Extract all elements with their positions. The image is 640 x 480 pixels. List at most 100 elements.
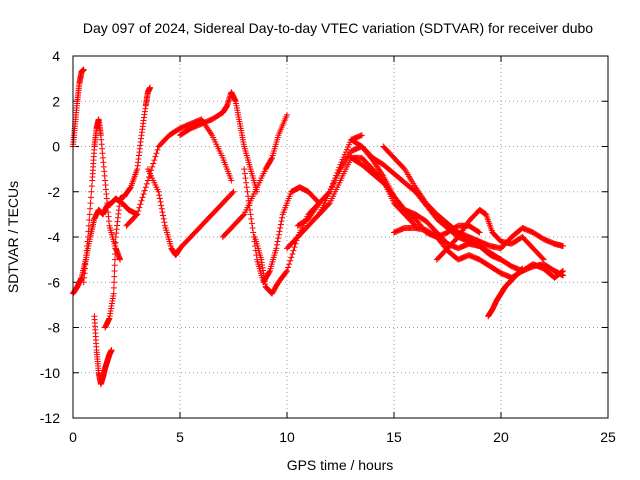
data-point	[247, 211, 254, 218]
data-point	[161, 219, 168, 226]
data-point	[289, 250, 296, 257]
tick-labels: 0 5 10 15 20 25 -12 -10 -8 -6 -4 -2 0 2 4	[40, 48, 616, 445]
data-point	[111, 273, 118, 280]
data-point	[244, 188, 251, 195]
plot-frame	[72, 55, 609, 419]
data-point	[242, 175, 249, 182]
data-point	[560, 267, 567, 274]
data-point	[157, 198, 164, 205]
data-point	[325, 189, 332, 196]
series-sat-r	[380, 143, 567, 252]
y-tick-label: 2	[52, 93, 60, 109]
data-point	[358, 132, 365, 139]
data-point	[159, 209, 166, 216]
data-point	[160, 215, 167, 222]
data-point	[80, 66, 87, 73]
data-point	[87, 205, 94, 212]
data-point	[228, 177, 235, 184]
data-point	[277, 224, 284, 231]
data-point	[88, 188, 95, 195]
data-point	[111, 267, 118, 274]
data-point	[86, 211, 93, 218]
data-point	[134, 211, 141, 218]
series-sat-f	[123, 116, 235, 229]
series-sat-s	[391, 224, 567, 281]
data-point	[127, 185, 134, 192]
data-point	[287, 257, 294, 264]
data-point	[111, 262, 118, 269]
data-point	[476, 229, 483, 236]
data-point	[110, 290, 117, 297]
data-point	[325, 201, 332, 208]
data-point	[274, 238, 281, 245]
data-point	[108, 347, 115, 354]
data-point	[112, 239, 119, 246]
data-point	[283, 269, 290, 276]
data-point	[229, 189, 236, 196]
data-point	[136, 204, 143, 211]
data-point	[559, 268, 566, 275]
data-points	[70, 66, 567, 388]
data-point	[154, 146, 161, 153]
series-sat-h	[177, 89, 261, 195]
data-point	[87, 194, 94, 201]
chart-title: Day 097 of 2024, Sidereal Day-to-day VTE…	[83, 20, 593, 36]
data-point	[248, 215, 255, 222]
x-tick-label: 15	[386, 429, 402, 445]
data-point	[140, 191, 147, 198]
data-point	[141, 187, 148, 194]
series-sat-i	[219, 111, 290, 240]
data-point	[245, 193, 252, 200]
data-point	[138, 197, 145, 204]
data-point	[475, 228, 482, 235]
data-point	[111, 279, 118, 286]
data-point	[560, 243, 567, 250]
data-point	[286, 261, 293, 268]
data-point	[158, 202, 165, 209]
data-point	[268, 155, 275, 162]
data-point	[290, 247, 297, 254]
data-point	[519, 265, 526, 272]
data-point	[85, 228, 92, 235]
data-point	[144, 177, 151, 184]
data-point	[152, 153, 159, 160]
data-point	[284, 111, 290, 118]
data-point	[276, 228, 283, 235]
data-point	[243, 179, 250, 186]
data-point	[88, 183, 95, 190]
x-axis-label: GPS time / hours	[287, 457, 394, 473]
data-point	[279, 214, 286, 221]
x-tick-label: 5	[176, 429, 184, 445]
y-tick-label: -12	[40, 410, 60, 426]
data-point	[277, 221, 284, 228]
data-point	[139, 194, 146, 201]
data-point	[273, 241, 280, 248]
series-sat-a	[70, 66, 87, 150]
data-point	[137, 201, 144, 208]
x-tick-label: 10	[279, 429, 295, 445]
data-point	[266, 269, 273, 276]
data-point	[284, 267, 290, 274]
data-point	[156, 192, 163, 199]
data-point	[156, 195, 163, 202]
x-tick-label: 20	[493, 429, 509, 445]
x-tick-label: 0	[69, 429, 77, 445]
y-tick-label: -8	[48, 320, 61, 336]
data-point	[135, 207, 142, 214]
data-point	[250, 229, 257, 236]
data-point	[160, 212, 167, 219]
data-point	[149, 163, 156, 170]
data-point	[275, 235, 282, 242]
data-point	[246, 206, 253, 213]
data-point	[240, 212, 247, 219]
y-tick-label: 0	[52, 139, 60, 155]
data-point	[85, 222, 92, 229]
data-point	[158, 205, 165, 212]
y-tick-label: -4	[48, 229, 61, 245]
data-point	[153, 150, 160, 157]
data-point	[540, 256, 547, 263]
series-sat-u	[433, 206, 547, 263]
data-point	[147, 84, 154, 91]
y-tick-label: 4	[52, 48, 60, 64]
y-tick-label: -6	[48, 274, 61, 290]
